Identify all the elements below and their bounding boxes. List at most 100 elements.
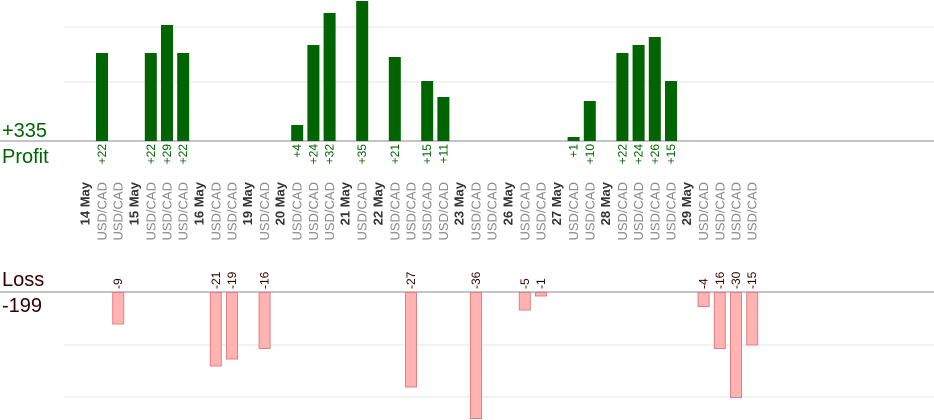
profit-bar <box>632 45 645 141</box>
profit-value-label: +15 <box>664 144 678 165</box>
loss-value-label: -30 <box>729 271 743 289</box>
loss-value-label: -19 <box>225 271 239 289</box>
loss-label: Loss <box>2 269 44 291</box>
loss-bar <box>470 292 482 419</box>
profit-bar <box>437 97 450 141</box>
bars <box>96 1 759 419</box>
pair-label: USD/CAD <box>143 182 158 241</box>
date-label: 26 May <box>500 181 515 225</box>
pair-label: USD/CAD <box>160 182 175 241</box>
pair-label: USD/CAD <box>387 182 402 241</box>
pair-label: USD/CAD <box>485 182 500 241</box>
profit-bar <box>177 53 190 141</box>
profit-bar <box>421 81 434 141</box>
pair-label: USD/CAD <box>469 182 484 241</box>
profit-bar <box>648 37 661 141</box>
profit-total: +335 <box>2 120 47 142</box>
pair-label: USD/CAD <box>534 182 549 241</box>
profit-bar <box>388 57 401 141</box>
loss-value-label: -16 <box>258 271 272 289</box>
profit-value-label: +22 <box>615 144 629 165</box>
profit-bar <box>291 125 304 141</box>
loss-value-label: -36 <box>469 271 483 289</box>
loss-value-label: -15 <box>745 271 759 289</box>
pair-label: USD/CAD <box>420 182 435 241</box>
profit-bar <box>96 53 108 141</box>
pair-label: USD/CAD <box>225 182 240 241</box>
loss-bar <box>535 292 547 297</box>
profit-bar <box>161 25 173 141</box>
profit-value-label: +22 <box>95 144 109 165</box>
loss-value-label: -4 <box>697 278 711 289</box>
profit-value-label: +29 <box>160 144 174 165</box>
loss-bar <box>226 292 238 360</box>
loss-bar <box>209 292 222 367</box>
pair-label: USD/CAD <box>208 182 223 241</box>
profit-value-label: +24 <box>632 144 646 165</box>
profit-value-label: +1 <box>567 144 581 158</box>
loss-value-label: -5 <box>518 278 532 289</box>
profit-bar <box>665 81 677 141</box>
pair-label: USD/CAD <box>729 182 744 241</box>
date-label: 29 May <box>679 181 694 225</box>
loss-bar <box>697 292 710 307</box>
category-axis: 14 May USD/CAD USD/CAD 15 May USD/CAD USD/CAD… <box>78 181 760 240</box>
loss-bar <box>730 292 742 398</box>
profit-value-label: +15 <box>420 144 434 165</box>
profit-bar <box>307 45 320 141</box>
pair-label: USD/CAD <box>176 182 191 241</box>
pair-label: USD/CAD <box>111 182 126 241</box>
pair-label: USD/CAD <box>257 182 272 241</box>
pair-label: USD/CAD <box>631 182 646 241</box>
date-label: 20 May <box>273 181 288 225</box>
loss-value-label: -16 <box>713 271 727 289</box>
profit-value-label: +21 <box>388 144 402 165</box>
loss-bar <box>112 292 125 325</box>
date-label: 28 May <box>598 181 613 225</box>
pair-label: USD/CAD <box>664 182 679 241</box>
pair-label: USD/CAD <box>436 182 451 241</box>
date-label: 22 May <box>370 181 385 225</box>
pair-label: USD/CAD <box>615 182 630 241</box>
profit-bar <box>144 53 157 141</box>
date-label: 16 May <box>191 181 206 225</box>
profit-value-label: +11 <box>436 144 450 164</box>
pair-label: USD/CAD <box>712 182 727 241</box>
pair-label: USD/CAD <box>404 182 419 241</box>
date-label: 15 May <box>126 181 141 225</box>
pair-label: USD/CAD <box>517 182 532 241</box>
profit-value-label: +4 <box>290 144 304 158</box>
loss-bar <box>518 292 531 311</box>
value-labels: +22-9+22 +29 +22-21 -19 -16+4 +24 +32 +35 +21-27… <box>95 144 759 289</box>
loss-bar <box>713 292 726 349</box>
profit-bar <box>356 1 369 141</box>
date-label: 14 May <box>78 181 93 225</box>
loss-value-label: -1 <box>534 278 548 289</box>
loss-bar <box>746 292 759 346</box>
profit-value-label: +22 <box>144 144 158 165</box>
loss-bar <box>405 292 417 388</box>
loss-bar <box>258 292 271 349</box>
pair-label: USD/CAD <box>355 182 370 241</box>
profit-value-label: +24 <box>306 144 320 165</box>
pair-label: USD/CAD <box>306 182 321 241</box>
loss-value-label: -27 <box>404 271 418 289</box>
profit-value-label: +35 <box>355 144 369 165</box>
profit-bar <box>567 137 580 141</box>
pair-label: USD/CAD <box>647 182 662 241</box>
pair-label: USD/CAD <box>322 182 337 241</box>
profit-bar <box>616 53 629 141</box>
pair-label: USD/CAD <box>566 182 581 241</box>
profit-value-label: +10 <box>583 144 597 165</box>
profit-label: Profit <box>2 146 49 168</box>
profit-bar <box>323 13 336 141</box>
date-label: 27 May <box>549 181 564 225</box>
profit-value-label: +22 <box>176 144 190 165</box>
pair-label: USD/CAD <box>696 182 711 241</box>
date-label: 23 May <box>452 181 467 225</box>
pair-label: USD/CAD <box>745 182 760 241</box>
date-label: 21 May <box>338 181 353 225</box>
profit-value-label: +26 <box>648 144 662 165</box>
